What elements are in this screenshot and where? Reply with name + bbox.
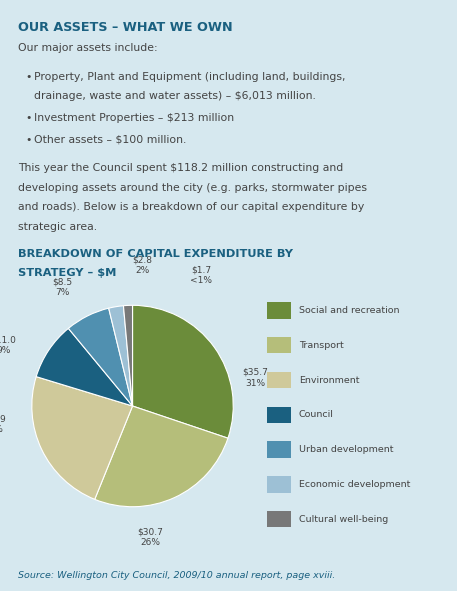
Text: BREAKDOWN OF CAPITAL EXPENDITURE BY: BREAKDOWN OF CAPITAL EXPENDITURE BY <box>18 249 293 259</box>
Bar <box>267 511 291 528</box>
Text: •: • <box>25 72 32 82</box>
Wedge shape <box>36 329 133 406</box>
Text: Council: Council <box>299 410 334 420</box>
Text: Cultural well-being: Cultural well-being <box>299 515 388 524</box>
Text: Other assets – $100 million.: Other assets – $100 million. <box>34 135 186 145</box>
Text: This year the Council spent $118.2 million constructing and: This year the Council spent $118.2 milli… <box>18 163 344 173</box>
Text: strategic area.: strategic area. <box>18 222 97 232</box>
Text: developing assets around the city (e.g. parks, stormwater pipes: developing assets around the city (e.g. … <box>18 183 367 193</box>
Text: Environment: Environment <box>299 375 359 385</box>
Bar <box>267 441 291 458</box>
Text: Urban development: Urban development <box>299 445 393 454</box>
Text: $11.0
9%: $11.0 9% <box>0 336 16 355</box>
Wedge shape <box>123 306 133 406</box>
Wedge shape <box>69 308 133 406</box>
Text: •: • <box>25 135 32 145</box>
Text: $1.7
<1%: $1.7 <1% <box>190 265 212 285</box>
Wedge shape <box>133 306 233 438</box>
Bar <box>267 407 291 423</box>
Wedge shape <box>109 306 133 406</box>
Text: and roads). Below is a breakdown of our capital expenditure by: and roads). Below is a breakdown of our … <box>18 202 365 212</box>
Text: OUR ASSETS – WHAT WE OWN: OUR ASSETS – WHAT WE OWN <box>18 21 233 34</box>
Text: Property, Plant and Equipment (including land, buildings,: Property, Plant and Equipment (including… <box>34 72 346 82</box>
Text: Transport: Transport <box>299 340 344 350</box>
Bar <box>267 476 291 493</box>
Text: $35.7
31%: $35.7 31% <box>243 368 268 388</box>
Text: Investment Properties – $213 million: Investment Properties – $213 million <box>34 113 234 124</box>
Text: $30.7
26%: $30.7 26% <box>138 527 164 547</box>
Text: Social and recreation: Social and recreation <box>299 306 399 315</box>
Text: drainage, waste and water assets) – $6,013 million.: drainage, waste and water assets) – $6,0… <box>34 91 316 101</box>
Text: Our major assets include:: Our major assets include: <box>18 43 158 53</box>
Text: •: • <box>25 113 32 124</box>
Text: Source: Wellington City Council, 2009/10 annual report, page xviii.: Source: Wellington City Council, 2009/10… <box>18 571 335 580</box>
Bar <box>267 302 291 319</box>
Wedge shape <box>95 406 228 506</box>
Wedge shape <box>32 376 133 499</box>
Text: STRATEGY – $M: STRATEGY – $M <box>18 268 117 278</box>
Bar <box>267 372 291 388</box>
Text: Economic development: Economic development <box>299 480 410 489</box>
Text: $27.9
24%: $27.9 24% <box>0 414 6 434</box>
Text: $2.8
2%: $2.8 2% <box>133 255 153 275</box>
Text: $8.5
7%: $8.5 7% <box>52 277 72 297</box>
Bar <box>267 337 291 353</box>
